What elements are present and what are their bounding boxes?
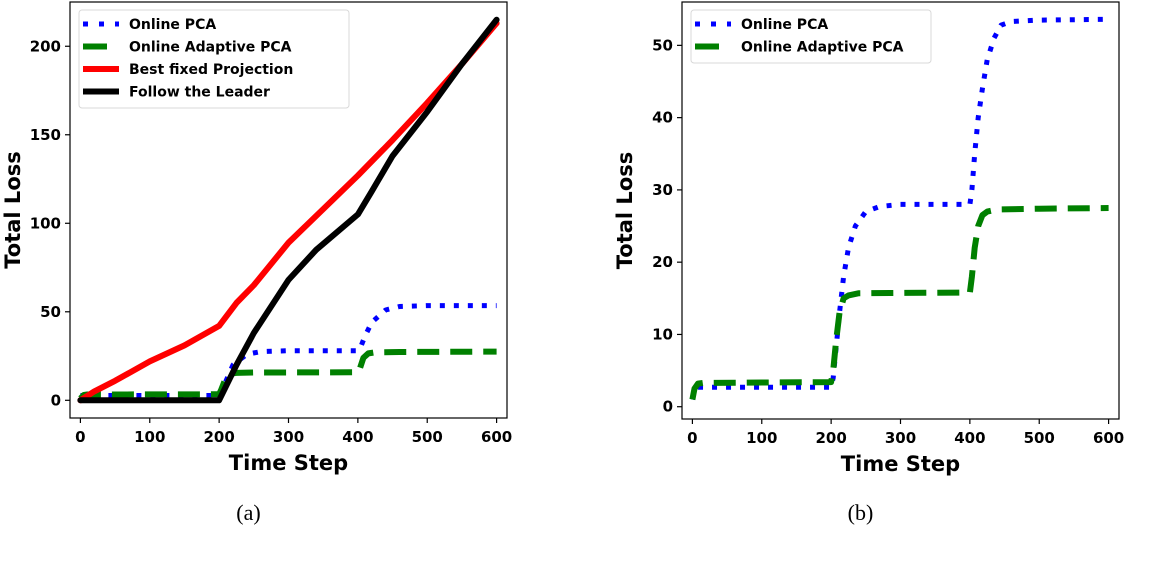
legend-box [78,9,350,109]
y-tick-label: 10 [652,325,673,343]
legend-label: Follow the Leader [129,85,270,101]
y-tick-label: 0 [51,391,61,409]
series-line-best-fixed-projection [77,20,500,404]
chart-a: 0 100 200 300 400 500 600 0 50 100 150 200 Time Step… [1,1,512,525]
x-tick-label: 400 [954,429,985,447]
y-tick-label: 50 [40,303,61,321]
x-tick-label: 400 [342,428,373,446]
y-tick-label: 100 [30,214,61,232]
series-line-online-adaptive-pca [689,205,1109,401]
x-tick-label: 600 [1093,429,1124,447]
x-tick-label: 300 [885,429,916,447]
legend-label: Online PCA [129,17,216,33]
y-axis-label: Total Loss [1,151,25,269]
x-tick-label: 600 [481,428,512,446]
legend-box [690,9,932,64]
y-tick-label: 50 [652,36,673,54]
legend-label: Best fixed Projection [129,62,293,78]
x-axis-label: Time Step [841,452,960,476]
x-tick-label: 0 [687,429,697,447]
x-tick-label: 200 [203,428,234,446]
y-tick-label: 0 [663,398,673,416]
x-tick-label: 100 [134,428,165,446]
y-tick-label: 200 [30,37,61,55]
y-axis-label: Total Loss [613,152,637,270]
y-tick-label: 30 [652,181,673,199]
x-tick-label: 500 [412,428,443,446]
x-tick-label: 200 [815,429,846,447]
x-tick-label: 100 [746,429,777,447]
figure-caption: (b) [848,500,874,525]
y-tick-label: 150 [30,126,61,144]
series-line-follow-the-leader [77,16,500,404]
legend-label: Online Adaptive PCA [129,40,292,56]
legend: Online PCA Online Adaptive PCA [690,9,932,64]
x-tick-label: 0 [75,428,85,446]
figure-caption: (a) [236,500,260,525]
series-line-online-adaptive-pca [78,348,497,401]
legend-label: Online Adaptive PCA [741,40,904,56]
legend: Online PCA Online Adaptive PCA Best fixed … [78,9,350,109]
series-line-online-pca [80,303,497,398]
y-tick-label: 20 [652,253,673,271]
x-tick-label: 300 [273,428,304,446]
x-tick-label: 500 [1024,429,1055,447]
chart-b: 0 100 200 300 400 500 600 0 10 20 30 40 50 Time Step T… [613,1,1124,525]
y-tick-label: 40 [652,109,673,127]
x-axis-label: Time Step [229,451,348,475]
legend-label: Online PCA [741,17,828,33]
